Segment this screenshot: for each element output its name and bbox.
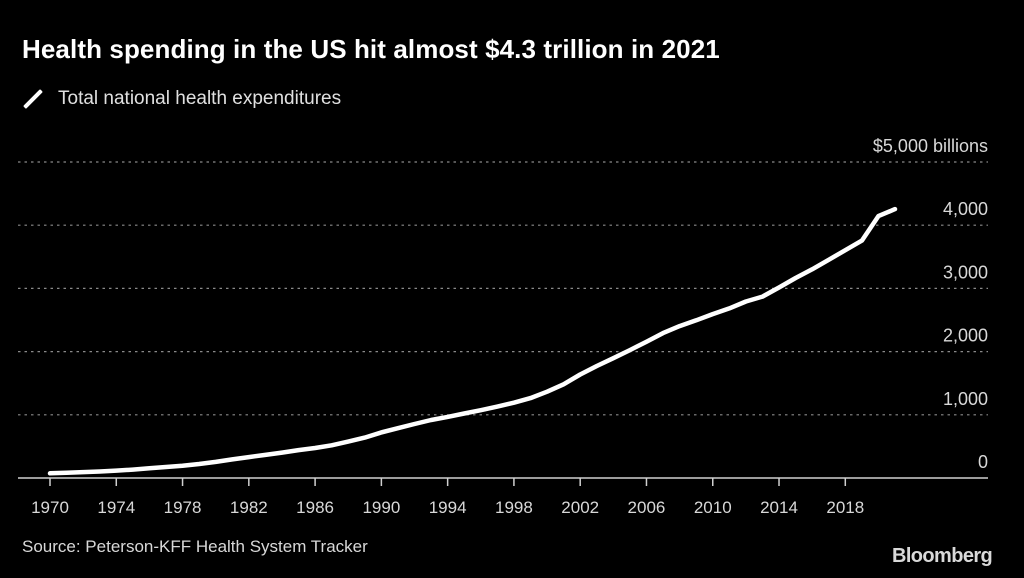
y-tick-label: 2,000	[943, 326, 988, 346]
chart-title: Health spending in the US hit almost $4.…	[22, 34, 720, 64]
y-tick-label: $5,000 billions	[873, 136, 988, 156]
gridlines	[18, 161, 988, 416]
legend-label: Total national health expenditures	[58, 88, 342, 109]
x-tick-label: 2002	[561, 498, 599, 517]
x-tick-label: 1990	[362, 498, 400, 517]
x-tick-label: 1994	[429, 498, 467, 517]
y-tick-label: 1,000	[943, 389, 988, 409]
y-tick-label: 3,000	[943, 262, 988, 282]
x-axis: 1970 1974 1978 1982 1986 1990 1994 1998 2002 2006…	[18, 477, 988, 517]
x-tick-label: 1974	[97, 498, 135, 517]
bloomberg-logo: Bloomberg	[892, 545, 993, 567]
source-note: Source: Peterson-KFF Health System Track…	[22, 537, 368, 556]
y-tick-label: 0	[978, 452, 988, 472]
y-tick-label: 4,000	[943, 199, 988, 219]
x-tick-label: 1986	[296, 498, 334, 517]
legend: Total national health expenditures	[22, 88, 341, 110]
x-tick-label: 2010	[694, 498, 732, 517]
y-axis-labels: 0 1,000 2,000 3,000 4,000 $5,000 billions	[873, 136, 988, 472]
x-tick-label: 1978	[164, 498, 202, 517]
x-tick-label: 1970	[31, 498, 69, 517]
x-tick-label: 1998	[495, 498, 533, 517]
x-tick-label: 2006	[628, 498, 666, 517]
x-tick-label: 2014	[760, 498, 798, 517]
x-tick-label: 2018	[826, 498, 864, 517]
series-layer	[47, 206, 898, 476]
series-line	[47, 206, 898, 476]
x-tick-label: 1982	[230, 498, 268, 517]
